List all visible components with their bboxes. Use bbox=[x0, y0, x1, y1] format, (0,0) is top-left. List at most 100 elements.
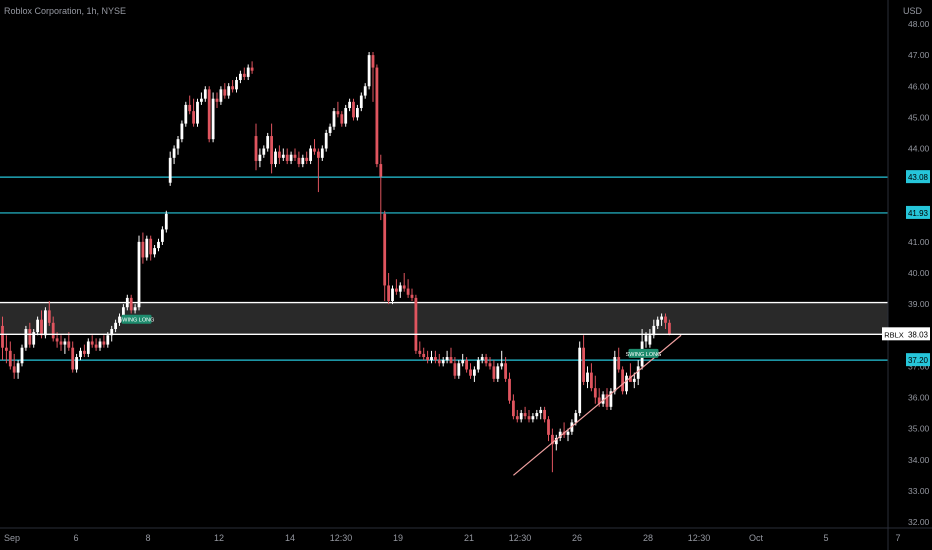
candle-body[interactable] bbox=[664, 316, 667, 323]
candle-body[interactable] bbox=[266, 136, 270, 149]
candle-body[interactable] bbox=[47, 310, 51, 323]
candle-body[interactable] bbox=[453, 363, 457, 376]
candle-body[interactable] bbox=[242, 73, 246, 77]
candle-body[interactable] bbox=[246, 67, 250, 77]
candle-body[interactable] bbox=[523, 413, 527, 417]
candle-body[interactable] bbox=[461, 360, 465, 364]
candle-body[interactable] bbox=[531, 416, 535, 420]
candle-body[interactable] bbox=[558, 431, 562, 438]
candle-body[interactable] bbox=[317, 151, 320, 158]
candle-body[interactable] bbox=[51, 322, 55, 339]
candle-body[interactable] bbox=[492, 366, 496, 379]
candle-body[interactable] bbox=[270, 136, 273, 165]
candle-body[interactable] bbox=[352, 101, 355, 118]
candle-body[interactable] bbox=[586, 372, 589, 382]
candle-body[interactable] bbox=[449, 357, 453, 364]
candle-body[interactable] bbox=[278, 151, 281, 158]
candle-body[interactable] bbox=[293, 154, 297, 158]
candle-body[interactable] bbox=[207, 89, 211, 140]
candle-body[interactable] bbox=[554, 437, 558, 445]
candle-body[interactable] bbox=[231, 86, 234, 90]
candle-body[interactable] bbox=[1, 325, 4, 348]
candle-body[interactable] bbox=[359, 95, 363, 109]
candle-body[interactable] bbox=[340, 114, 344, 124]
candle-body[interactable] bbox=[441, 360, 445, 364]
candle-body[interactable] bbox=[500, 363, 504, 367]
candle-body[interactable] bbox=[383, 213, 387, 286]
candle-body[interactable] bbox=[414, 297, 418, 351]
candle-body[interactable] bbox=[551, 434, 554, 445]
candle-body[interactable] bbox=[566, 431, 570, 435]
candle-body[interactable] bbox=[375, 67, 379, 165]
candle-body[interactable] bbox=[129, 297, 133, 311]
candle-body[interactable] bbox=[379, 164, 383, 177]
candle-body[interactable] bbox=[410, 294, 414, 298]
candle-body[interactable] bbox=[668, 322, 671, 335]
candle-body[interactable] bbox=[636, 366, 640, 379]
candle-body[interactable] bbox=[457, 363, 461, 376]
candle-body[interactable] bbox=[422, 353, 426, 358]
candle-body[interactable] bbox=[297, 157, 301, 165]
candle-body[interactable] bbox=[122, 307, 125, 317]
candle-body[interactable] bbox=[172, 148, 176, 158]
candle-body[interactable] bbox=[79, 350, 82, 358]
candle-body[interactable] bbox=[582, 347, 585, 382]
candle-body[interactable] bbox=[254, 136, 258, 161]
candle-body[interactable] bbox=[613, 357, 617, 392]
candle-body[interactable] bbox=[90, 341, 94, 345]
candle-body[interactable] bbox=[157, 241, 160, 249]
candle-body[interactable] bbox=[437, 360, 441, 364]
candle-body[interactable] bbox=[512, 400, 515, 417]
candle-body[interactable] bbox=[515, 416, 519, 420]
candle-body[interactable] bbox=[426, 357, 429, 361]
candle-body[interactable] bbox=[16, 363, 20, 373]
candle-body[interactable] bbox=[94, 344, 98, 348]
candle-body[interactable] bbox=[239, 73, 242, 81]
candle-body[interactable] bbox=[476, 360, 480, 370]
candle-body[interactable] bbox=[480, 357, 484, 361]
candle-body[interactable] bbox=[12, 366, 16, 373]
candle-body[interactable] bbox=[328, 126, 332, 133]
candle-body[interactable] bbox=[605, 394, 609, 407]
candle-body[interactable] bbox=[188, 104, 192, 112]
candle-body[interactable] bbox=[106, 335, 110, 345]
candle-body[interactable] bbox=[196, 101, 199, 124]
candle-body[interactable] bbox=[406, 288, 410, 295]
candle-body[interactable] bbox=[367, 55, 371, 87]
candle-body[interactable] bbox=[313, 148, 316, 152]
candle-body[interactable] bbox=[110, 329, 114, 336]
candle-body[interactable] bbox=[371, 55, 375, 68]
candle-body[interactable] bbox=[621, 369, 624, 392]
candle-body[interactable] bbox=[309, 148, 312, 161]
candle-body[interactable] bbox=[625, 375, 628, 392]
candle-body[interactable] bbox=[168, 157, 172, 183]
candle-body[interactable] bbox=[153, 248, 156, 255]
candle-body[interactable] bbox=[24, 329, 28, 348]
candle-body[interactable] bbox=[535, 413, 539, 417]
candle-body[interactable] bbox=[137, 241, 141, 308]
candle-body[interactable] bbox=[59, 341, 63, 345]
candle-body[interactable] bbox=[496, 366, 500, 379]
candle-body[interactable] bbox=[660, 316, 663, 320]
candle-body[interactable] bbox=[289, 154, 293, 161]
candle-body[interactable] bbox=[28, 329, 32, 345]
candle-body[interactable] bbox=[215, 98, 219, 102]
candle-body[interactable] bbox=[484, 357, 488, 364]
candle-body[interactable] bbox=[387, 285, 390, 302]
candle-body[interactable] bbox=[344, 108, 348, 124]
candle-body[interactable] bbox=[648, 335, 652, 345]
candle-body[interactable] bbox=[473, 369, 476, 376]
candle-body[interactable] bbox=[227, 86, 231, 96]
candle-body[interactable] bbox=[192, 111, 195, 124]
candle-body[interactable] bbox=[86, 341, 90, 354]
candle-body[interactable] bbox=[180, 123, 184, 140]
candle-body[interactable] bbox=[356, 108, 359, 118]
candle-body[interactable] bbox=[527, 416, 531, 420]
candle-body[interactable] bbox=[644, 335, 648, 342]
candle-body[interactable] bbox=[617, 357, 621, 370]
candle-body[interactable] bbox=[36, 319, 39, 333]
candle-body[interactable] bbox=[402, 285, 406, 289]
candle-body[interactable] bbox=[258, 154, 262, 161]
candle-body[interactable] bbox=[519, 413, 523, 420]
